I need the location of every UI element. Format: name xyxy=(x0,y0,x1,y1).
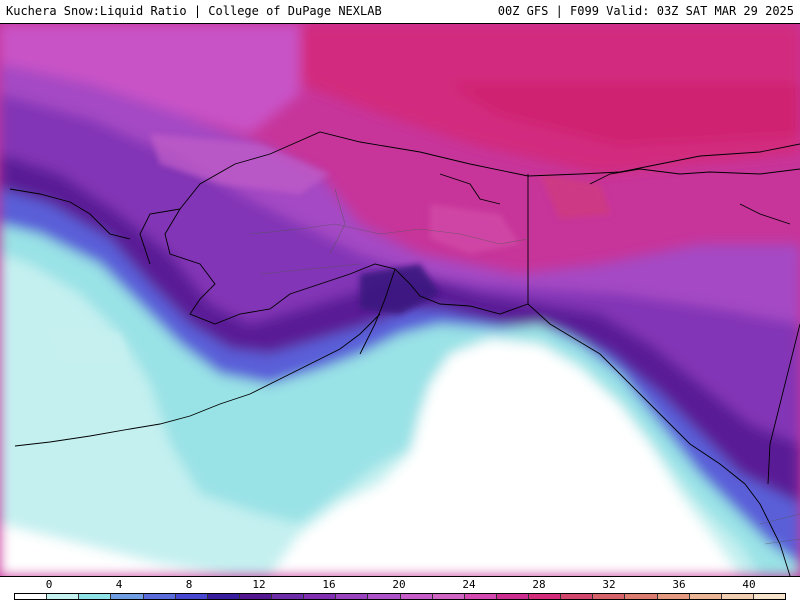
map-header: Kuchera Snow:Liquid Ratio | College of D… xyxy=(0,0,800,24)
colorbar-swatch xyxy=(529,594,562,599)
colorbar-swatch xyxy=(625,594,658,599)
colorbar-swatch xyxy=(304,594,337,599)
colorbar-swatch xyxy=(593,594,626,599)
colorbar-swatch xyxy=(79,594,112,599)
colorbar-swatch xyxy=(15,594,48,599)
colorbar-swatch xyxy=(721,594,754,599)
colorbar-swatch xyxy=(689,594,722,599)
colorbar-tick-label: 40 xyxy=(742,578,756,591)
colorbar-legend: 0 4 8 12 16 20 24 28 32 36 40 xyxy=(0,576,800,600)
colorbar-swatch xyxy=(47,594,80,599)
colorbar-swatch xyxy=(496,594,529,599)
colorbar-swatch xyxy=(657,594,690,599)
colorbar-swatch xyxy=(464,594,497,599)
model-valid-time: 00Z GFS | F099 Valid: 03Z SAT MAR 29 202… xyxy=(497,4,794,18)
colorbar-swatch xyxy=(143,594,176,599)
colorbar-swatch xyxy=(111,594,144,599)
product-title: Kuchera Snow:Liquid Ratio | College of D… xyxy=(6,4,382,18)
colorbar-tick-label: 20 xyxy=(392,578,406,591)
colorbar-tick-label: 4 xyxy=(115,578,123,591)
colorbar-swatch xyxy=(336,594,369,599)
colorbar-swatch xyxy=(432,594,465,599)
colorbar-swatch xyxy=(175,594,208,599)
colorbar-tick-label: 16 xyxy=(322,578,336,591)
colorbar-tick-label: 36 xyxy=(672,578,686,591)
colorbar-tick-label: 0 xyxy=(45,578,53,591)
colorbar-swatches xyxy=(14,593,786,600)
coastline-outlines xyxy=(9,131,800,576)
colorbar-tick-label: 8 xyxy=(185,578,193,591)
snow-ratio-field xyxy=(0,24,800,576)
colorbar-swatch xyxy=(207,594,240,599)
colorbar-tick-label: 28 xyxy=(532,578,546,591)
forecast-map[interactable] xyxy=(0,24,800,576)
colorbar-swatch xyxy=(368,594,401,599)
colorbar-swatch xyxy=(561,594,594,599)
colorbar-swatch xyxy=(272,594,305,599)
colorbar-swatch xyxy=(753,594,785,599)
colorbar-swatch xyxy=(400,594,433,599)
colorbar-swatch xyxy=(239,594,272,599)
colorbar-tick-label: 12 xyxy=(252,578,266,591)
colorbar-tick-label: 24 xyxy=(462,578,476,591)
colorbar-tick-label: 32 xyxy=(602,578,616,591)
